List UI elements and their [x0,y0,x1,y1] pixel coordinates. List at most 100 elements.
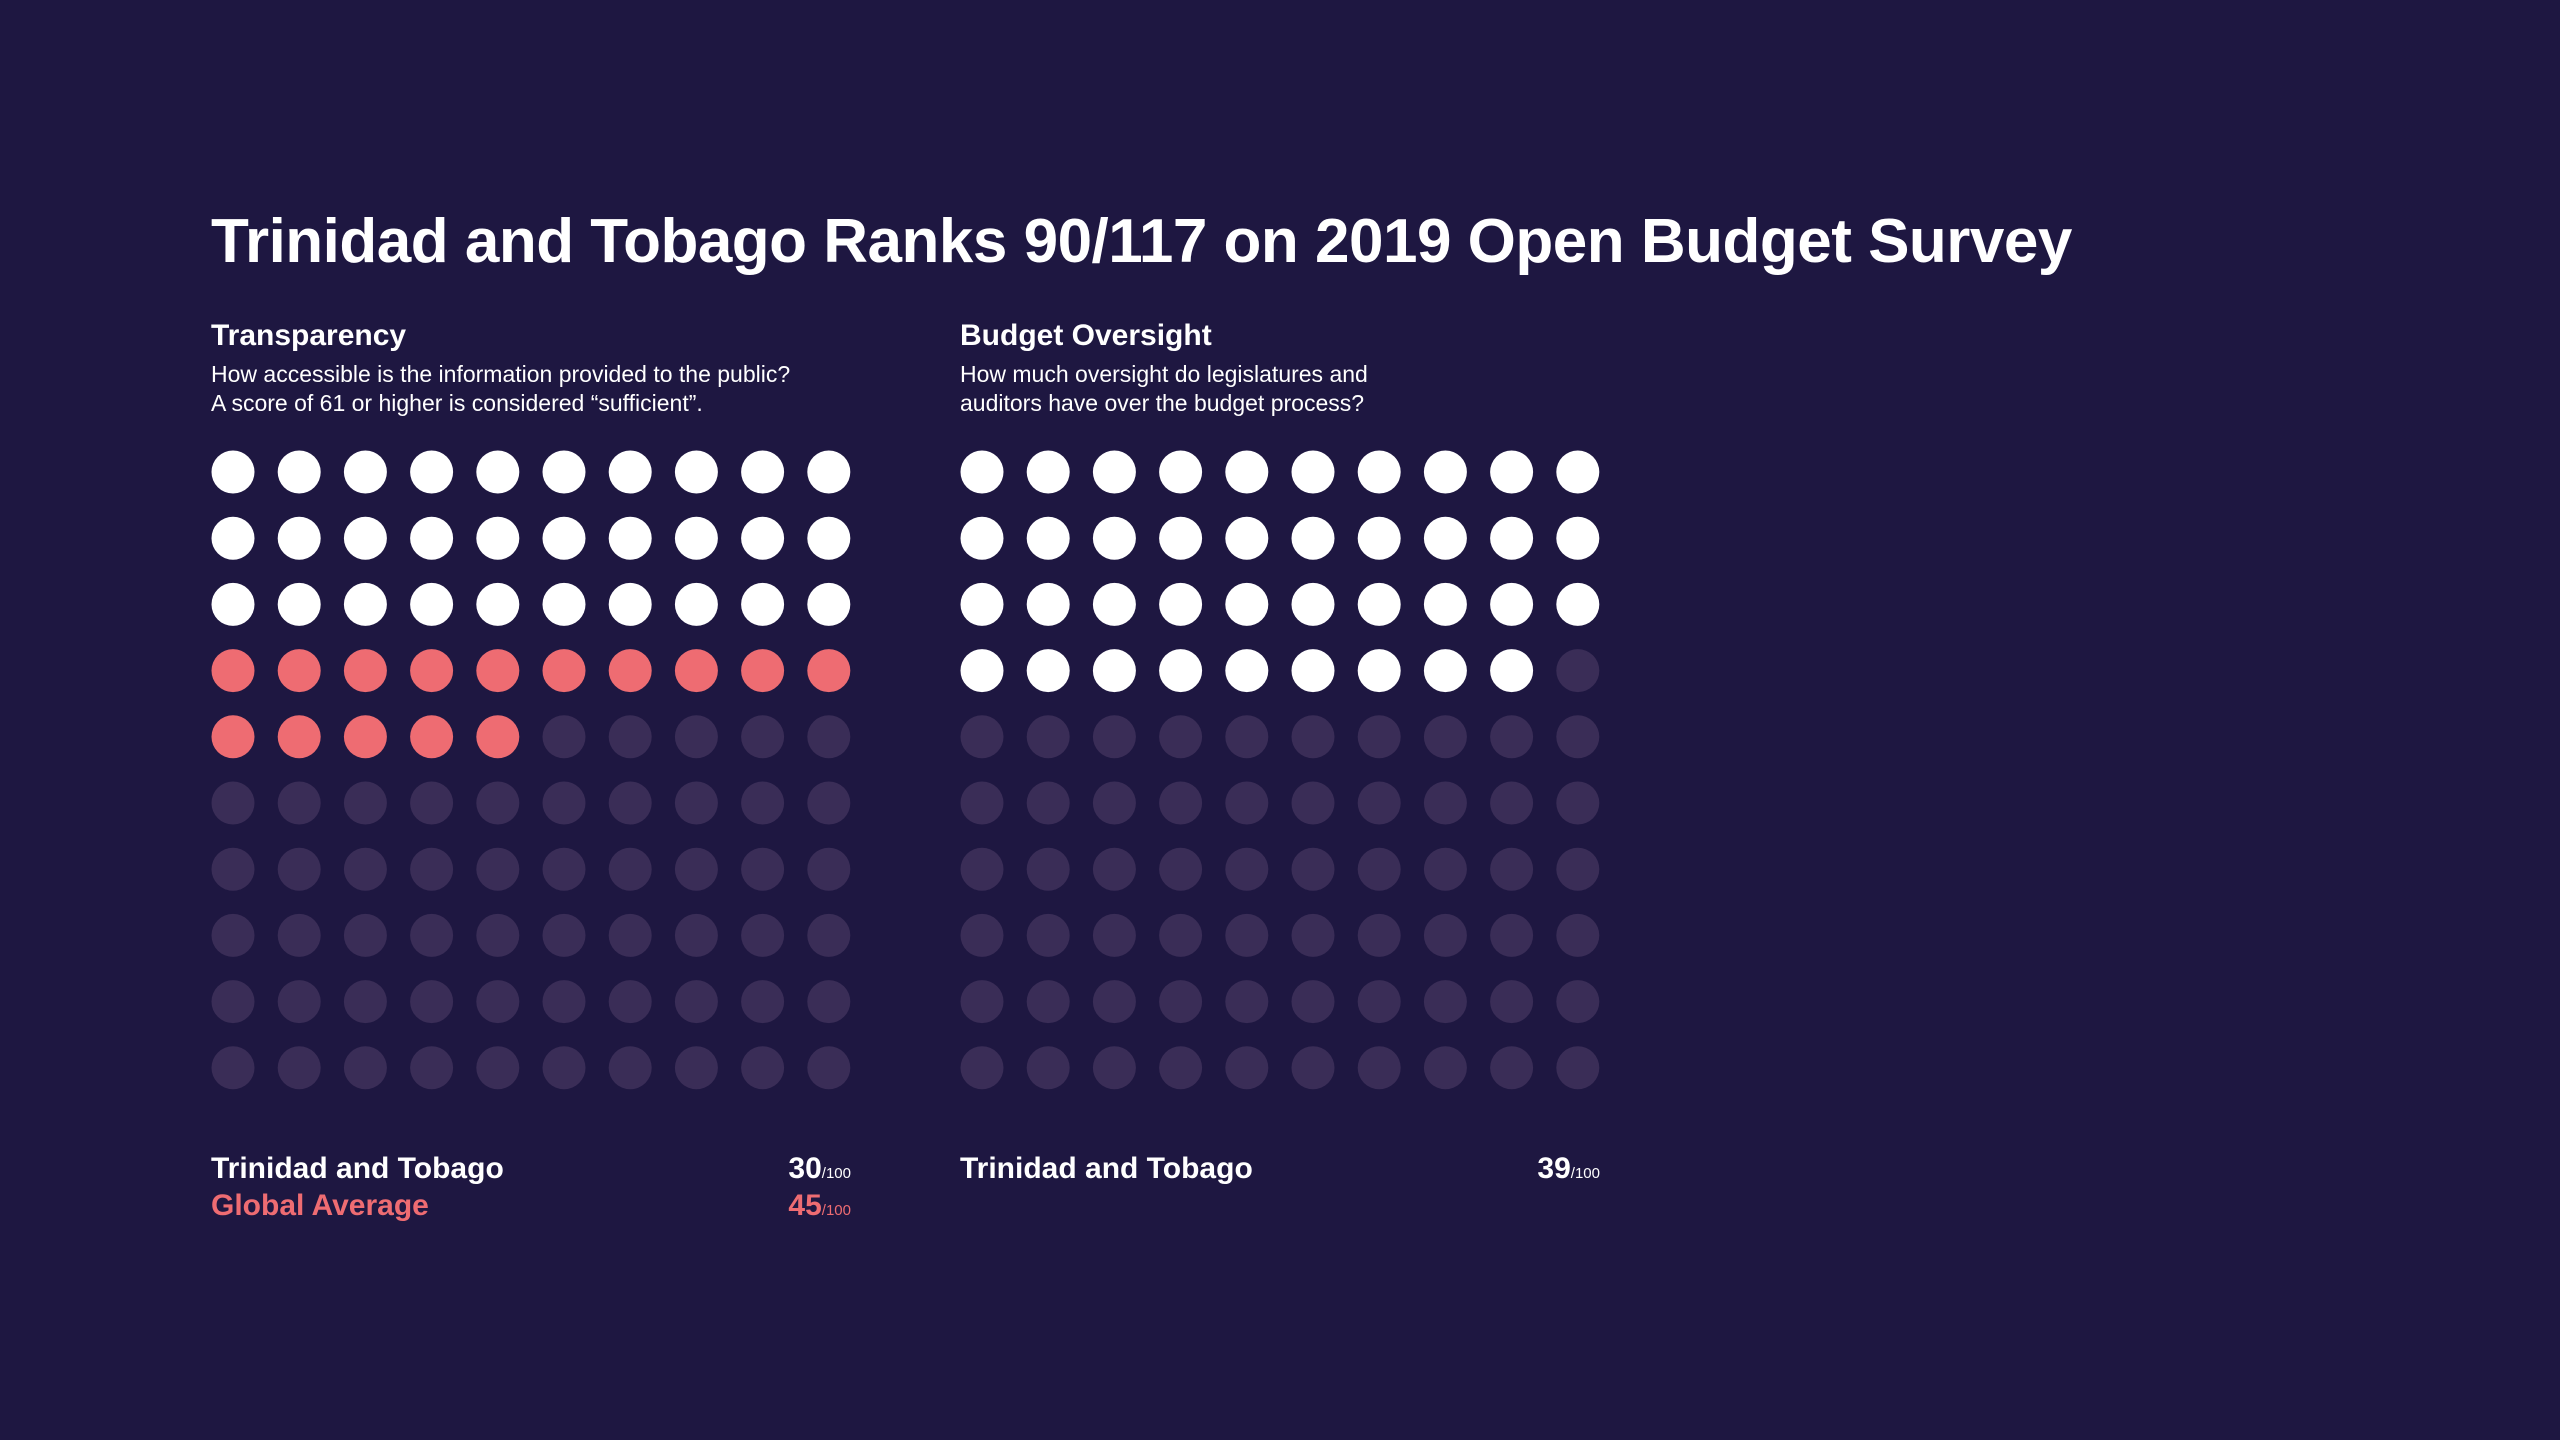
dot-empty [674,847,718,891]
dot-empty [542,1046,586,1090]
dot-empty [1423,781,1467,825]
dot-empty [1357,980,1401,1024]
description-line: How accessible is the information provid… [211,361,791,387]
waffle-svg [211,450,851,1090]
dot-filled [741,649,785,693]
dot-filled [741,582,785,626]
dot-empty [1225,781,1269,825]
dot-empty [1490,847,1534,891]
dot-filled [1423,516,1467,560]
dot-filled [542,450,586,494]
dot-filled [608,516,652,560]
dot-empty [1159,980,1203,1024]
dot-empty [960,980,1004,1024]
dot-empty [542,847,586,891]
dot-filled [277,649,321,693]
score-denominator: /100 [821,1165,851,1182]
legend-item-global: Global Average 45/100 [211,1189,851,1226]
dot-empty [343,781,387,825]
dot-filled [1357,450,1401,494]
dot-filled [1423,649,1467,693]
dot-empty [1357,913,1401,957]
dot-empty [211,1046,255,1090]
dot-empty [1092,847,1136,891]
dot-filled [1159,516,1203,560]
description-line: How much oversight do legislatures and [960,361,1368,387]
dot-filled [608,582,652,626]
dot-empty [1026,1046,1070,1090]
dot-empty [1490,715,1534,759]
dot-empty [1092,980,1136,1024]
dot-empty [741,781,785,825]
dot-empty [1357,1046,1401,1090]
dot-empty [542,980,586,1024]
dot-filled [1159,649,1203,693]
dot-empty [1291,1046,1335,1090]
dot-empty [1159,847,1203,891]
score-denominator: /100 [1570,1165,1600,1182]
dot-filled [343,516,387,560]
dot-empty [476,913,520,957]
dot-empty [410,1046,454,1090]
dot-filled [476,450,520,494]
dot-empty [741,715,785,759]
dot-empty [1556,781,1600,825]
dot-empty [807,1046,851,1090]
dot-filled [807,582,851,626]
dot-filled [1490,450,1534,494]
score-value: 30 [788,1152,822,1185]
legend: Trinidad and Tobago 39/100 [960,1152,1600,1189]
legend: Trinidad and Tobago 30/100 Global Averag… [211,1152,851,1226]
budget-oversight-panel: Budget Oversight How much oversight do l… [960,318,1600,1185]
dot-empty [1556,649,1600,693]
dot-empty [1357,781,1401,825]
dot-filled [1225,649,1269,693]
legend-label: Trinidad and Tobago [960,1152,1253,1185]
dot-empty [608,913,652,957]
dot-empty [277,913,321,957]
dot-empty [410,913,454,957]
dot-empty [1291,847,1335,891]
dot-empty [741,1046,785,1090]
dot-empty [1026,913,1070,957]
dot-empty [1556,1046,1600,1090]
dot-filled [410,450,454,494]
dot-empty [542,913,586,957]
dot-empty [1490,1046,1534,1090]
dot-empty [1423,1046,1467,1090]
dot-empty [1490,781,1534,825]
dot-filled [1026,450,1070,494]
dot-empty [1092,781,1136,825]
dot-filled [1092,450,1136,494]
dot-filled [1423,450,1467,494]
dot-empty [741,847,785,891]
dot-filled [343,450,387,494]
dot-filled [211,715,255,759]
dot-empty [608,980,652,1024]
dot-empty [674,781,718,825]
dot-empty [1556,980,1600,1024]
dot-empty [542,781,586,825]
dot-empty [1291,980,1335,1024]
dot-filled [277,582,321,626]
dot-empty [1423,980,1467,1024]
dot-filled [211,649,255,693]
dot-empty [1423,913,1467,957]
page-title: Trinidad and Tobago Ranks 90/117 on 2019… [211,207,2072,276]
dot-empty [1092,715,1136,759]
dot-filled [410,649,454,693]
dot-filled [343,715,387,759]
dot-empty [1291,913,1335,957]
dot-filled [1159,450,1203,494]
dot-empty [1092,913,1136,957]
score-value: 45 [788,1189,822,1222]
legend-score: 39/100 [1537,1152,1600,1186]
dot-filled [674,649,718,693]
dot-empty [410,847,454,891]
dot-empty [1159,913,1203,957]
dot-filled [277,715,321,759]
dot-filled [807,450,851,494]
dot-empty [741,913,785,957]
dot-filled [1291,450,1335,494]
dot-empty [343,913,387,957]
